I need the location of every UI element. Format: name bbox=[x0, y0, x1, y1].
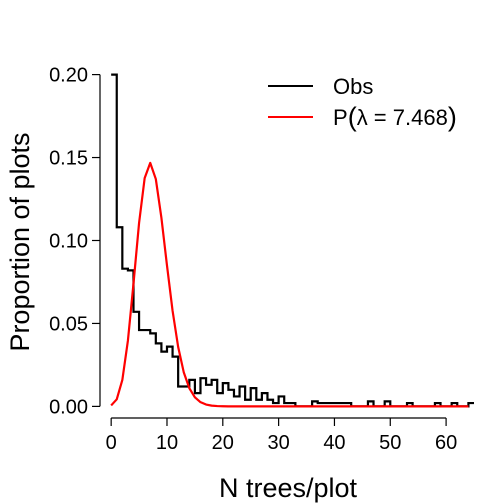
x-tick-label: 30 bbox=[268, 432, 290, 454]
legend-obs-label: Obs bbox=[333, 74, 373, 99]
poisson-series-line bbox=[110, 161, 469, 408]
obs-series-line bbox=[111, 73, 474, 408]
legend-poisson-inner: λ = 7.468 bbox=[357, 105, 448, 130]
legend-poisson-label: P(λ = 7.468) bbox=[333, 102, 457, 132]
y-tick-label: 0.05 bbox=[49, 313, 88, 335]
legend: Obs P(λ = 7.468) bbox=[268, 74, 457, 132]
x-axis-title: N trees/plot bbox=[219, 473, 358, 503]
x-tick-label: 50 bbox=[379, 432, 401, 454]
legend-poisson-prefix: P bbox=[333, 105, 348, 130]
x-tick-label: 60 bbox=[435, 432, 457, 454]
x-tick-label: 10 bbox=[156, 432, 178, 454]
y-axis-title: Proportion of plots bbox=[5, 132, 35, 351]
y-tick-label: 0.20 bbox=[49, 65, 88, 87]
y-tick-label: 0.00 bbox=[49, 396, 88, 418]
y-tick-label: 0.10 bbox=[49, 230, 88, 252]
y-tick-label: 0.15 bbox=[49, 148, 88, 170]
x-tick-label: 20 bbox=[212, 432, 234, 454]
x-axis: 0 10 20 30 40 50 60 bbox=[106, 417, 457, 454]
legend-poisson-close-paren: ) bbox=[448, 102, 457, 132]
x-tick-label: 0 bbox=[106, 432, 117, 454]
x-tick-label: 40 bbox=[323, 432, 345, 454]
legend-poisson-open-paren: ( bbox=[348, 102, 357, 132]
plot-area bbox=[110, 73, 474, 408]
y-axis: 0.00 0.05 0.10 0.15 0.20 bbox=[49, 65, 101, 418]
